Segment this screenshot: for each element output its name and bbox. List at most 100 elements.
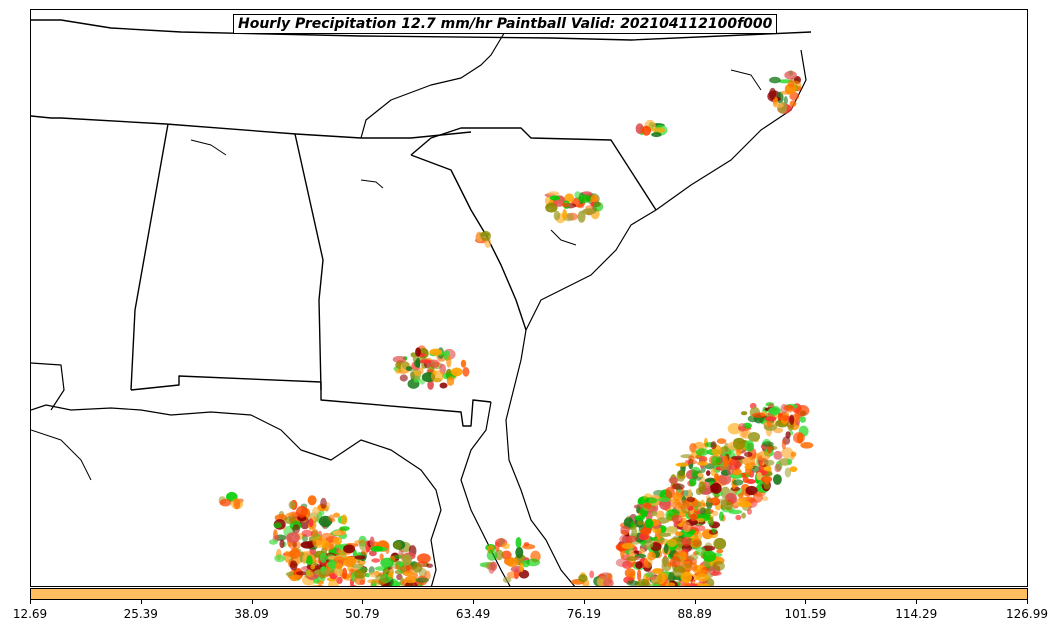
precip-blob bbox=[635, 505, 641, 514]
precip-blob bbox=[768, 407, 781, 415]
precip-blob bbox=[417, 553, 431, 564]
precip-blob bbox=[800, 442, 814, 449]
colorbar-tick bbox=[805, 600, 807, 604]
precip-blob bbox=[747, 508, 752, 515]
precip-blob bbox=[506, 571, 520, 579]
precip-blob bbox=[332, 537, 343, 545]
precip-blob bbox=[312, 536, 326, 549]
precip-blob bbox=[333, 512, 340, 518]
precip-blob bbox=[689, 443, 697, 453]
precip-blob bbox=[714, 473, 720, 482]
precip-blob bbox=[668, 476, 679, 484]
precip-blob bbox=[637, 578, 650, 586]
precip-blob bbox=[787, 79, 795, 88]
precip-blob bbox=[300, 541, 315, 549]
precip-blob bbox=[677, 499, 691, 510]
precip-blob bbox=[429, 359, 440, 368]
precip-blob bbox=[284, 516, 296, 525]
precip-blob bbox=[690, 562, 698, 572]
precip-blob bbox=[792, 413, 801, 422]
precip-blob bbox=[415, 577, 430, 583]
precip-blob bbox=[427, 379, 434, 390]
precip-blob bbox=[589, 570, 595, 579]
precip-blob bbox=[290, 574, 302, 580]
precip-blob bbox=[789, 414, 795, 426]
precip-blob bbox=[460, 359, 467, 368]
precip-blob bbox=[561, 202, 570, 208]
precip-blob bbox=[624, 568, 636, 578]
precip-blob bbox=[359, 539, 367, 551]
precip-blob bbox=[392, 355, 407, 363]
precip-blob bbox=[506, 557, 519, 568]
precip-blob bbox=[680, 571, 692, 584]
precip-blob bbox=[744, 464, 754, 470]
precip-blob bbox=[621, 543, 635, 549]
precip-blob bbox=[781, 439, 787, 450]
precip-blob bbox=[650, 510, 658, 517]
precip-blob bbox=[578, 574, 588, 583]
precip-blob bbox=[718, 473, 732, 485]
precip-blob bbox=[724, 500, 733, 511]
precip-blob bbox=[706, 497, 720, 504]
precip-blob bbox=[429, 348, 443, 356]
precip-blob bbox=[286, 532, 300, 543]
precip-blob bbox=[335, 562, 343, 570]
precip-blob bbox=[742, 456, 756, 466]
colorbar-tick-label: 12.69 bbox=[12, 607, 48, 621]
precip-blob bbox=[661, 556, 670, 566]
precip-blob bbox=[311, 585, 319, 586]
precip-blob bbox=[698, 481, 706, 493]
colorbar-tick-label: 50.79 bbox=[345, 607, 380, 621]
precip-blob bbox=[375, 573, 387, 586]
precip-blob bbox=[393, 554, 402, 560]
precip-blob bbox=[615, 558, 630, 568]
precip-blob bbox=[726, 465, 734, 476]
precip-blob bbox=[655, 510, 665, 520]
precip-blob bbox=[716, 438, 727, 444]
precip-blob bbox=[334, 544, 345, 549]
precip-blob bbox=[274, 554, 286, 563]
precip-blob bbox=[672, 492, 683, 502]
precip-blob bbox=[305, 570, 314, 578]
colorbar-tick-label: 88.89 bbox=[677, 607, 712, 621]
precip-blob bbox=[419, 359, 432, 364]
precip-blob bbox=[462, 367, 470, 377]
precip-blob bbox=[480, 230, 492, 241]
colorbar-tick bbox=[916, 600, 918, 604]
precip-blob bbox=[301, 529, 313, 537]
precip-blob bbox=[308, 518, 314, 528]
precip-blob bbox=[486, 549, 498, 561]
precip-blob bbox=[727, 423, 742, 435]
precip-blob bbox=[702, 550, 717, 562]
precip-blob bbox=[656, 572, 666, 585]
precip-blob bbox=[312, 506, 320, 516]
colorbar-tick bbox=[251, 600, 253, 604]
precip-blob bbox=[710, 482, 722, 494]
precip-blob bbox=[374, 566, 387, 571]
colorbar-tick bbox=[694, 600, 696, 604]
precip-blob bbox=[495, 549, 504, 561]
precip-blob bbox=[773, 450, 783, 460]
precip-blob bbox=[747, 432, 761, 442]
precip-blob bbox=[380, 557, 394, 568]
precip-blob bbox=[735, 514, 742, 521]
precip-blob bbox=[404, 575, 418, 584]
precip-blob bbox=[415, 347, 421, 357]
precip-blob bbox=[644, 572, 654, 578]
precip-blob bbox=[515, 546, 524, 559]
precip-blob bbox=[744, 440, 755, 452]
precip-blob bbox=[545, 207, 552, 212]
precip-blob bbox=[582, 208, 596, 215]
precip-blob bbox=[395, 564, 401, 570]
precip-blob bbox=[451, 367, 463, 377]
precip-blob bbox=[367, 579, 379, 584]
precip-blob bbox=[320, 497, 327, 509]
precip-blob bbox=[744, 451, 753, 458]
precip-blob bbox=[292, 524, 300, 534]
precip-blob bbox=[370, 545, 384, 552]
precip-blob bbox=[666, 538, 678, 547]
precip-blob bbox=[652, 568, 663, 574]
precip-blob bbox=[704, 478, 718, 483]
colorbar-tick-label: 114.29 bbox=[895, 607, 938, 621]
precip-blob bbox=[502, 576, 512, 583]
